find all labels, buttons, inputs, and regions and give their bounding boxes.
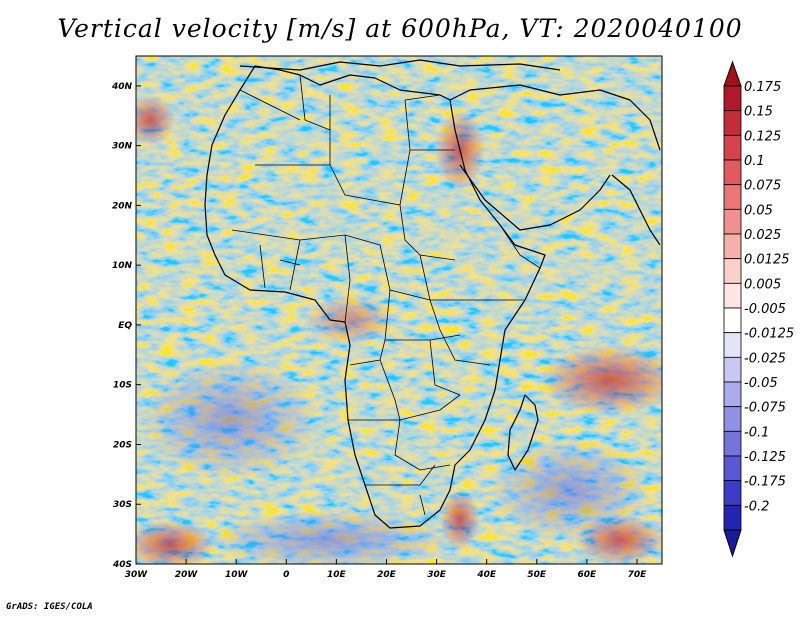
colorbar-min-arrow <box>723 529 742 558</box>
colorbar-max-arrow <box>723 60 742 87</box>
lat-tick-label: 30S <box>113 500 132 510</box>
map-title: Vertical velocity [m/s] at 600hPa, VT: 2… <box>57 14 743 43</box>
colorbar-box <box>723 406 742 432</box>
convection-zone-indian-ocean <box>540 345 662 415</box>
plot-frame <box>135 55 663 565</box>
colorbar-box <box>723 282 742 309</box>
colorbar-label: -0.05 <box>744 376 778 391</box>
lat-tick-label: 40S <box>112 560 132 570</box>
colorbar-label: 0.125 <box>744 129 781 144</box>
colorbar-label: 0.1 <box>744 154 765 169</box>
colorbar-label: -0.075 <box>744 401 786 416</box>
colorbar-label: 0.175 <box>744 80 781 95</box>
colorbar-box <box>723 504 742 531</box>
colorbar-box <box>723 184 742 210</box>
lon-tick-label: 20W <box>175 570 199 580</box>
lon-tick-label: 20E <box>377 570 397 580</box>
colorbar-label: 0.05 <box>744 203 773 218</box>
colorbar-box <box>723 332 742 358</box>
latitude-axis: 40N 30N 20N 10N EQ 10S 20S 30S 40S <box>111 82 141 570</box>
colorbar-levels: 0.175 0.15 0.125 0.1 0.075 0.05 0.025 0.0125 0.0… <box>723 80 794 531</box>
lon-tick-label: 50E <box>527 570 547 580</box>
lat-tick-label: 10N <box>112 261 133 271</box>
colorbar-label: -0.005 <box>744 302 786 317</box>
grads-credit: GrADS: IGES/COLA <box>6 602 93 612</box>
colorbar-label: -0.0125 <box>744 327 794 342</box>
lon-tick-label: 40E <box>476 570 497 580</box>
colorbar-box <box>723 356 742 383</box>
colorbar-label: 0.005 <box>744 277 781 292</box>
colorbar-box <box>723 85 742 112</box>
lat-tick-label: 20N <box>112 201 133 211</box>
colorbar-box <box>723 159 742 186</box>
colorbar-box <box>723 480 742 506</box>
colorbar-box <box>723 455 742 482</box>
lat-tick-label: 30N <box>112 142 133 152</box>
colorbar-label: -0.2 <box>744 499 769 514</box>
lon-tick-label: 10W <box>225 570 249 580</box>
colorbar-label: 0.025 <box>744 228 781 243</box>
lat-tick-label: 40N <box>111 82 133 92</box>
longitude-axis: 30W 20W 10W 0 10E 20E 30E 40E 50E 60E 70E <box>125 559 647 580</box>
lon-tick-label: 30W <box>125 570 149 580</box>
lat-tick-label: 20S <box>113 440 132 450</box>
colorbar-box <box>723 430 742 457</box>
lat-tick-label: 10S <box>113 381 132 391</box>
colorbar-label: 0.15 <box>744 105 773 120</box>
colorbar-label: -0.025 <box>744 351 786 366</box>
colorbar-box <box>723 110 742 136</box>
colorbar-label: 0.075 <box>744 179 781 194</box>
colorbar-label: -0.125 <box>744 450 786 465</box>
colorbar-box <box>723 381 742 408</box>
colorbar-label: 0.0125 <box>744 253 790 268</box>
colorbar-box <box>723 258 742 284</box>
lon-tick-label: 70E <box>628 570 648 580</box>
colorbar-box <box>723 307 742 334</box>
colorbar-box <box>723 134 742 161</box>
lon-tick-label: 30E <box>427 570 447 580</box>
colorbar-label: -0.1 <box>744 425 769 440</box>
lon-tick-label: 0 <box>283 570 289 580</box>
colorbar-box <box>723 233 742 260</box>
velocity-field <box>136 56 662 564</box>
country-borders <box>231 74 541 516</box>
lon-tick-label: 60E <box>578 570 598 580</box>
lon-tick-label: 10E <box>327 570 347 580</box>
lat-tick-label: EQ <box>118 321 132 331</box>
coastlines <box>204 59 661 529</box>
colorbar-box <box>723 208 742 235</box>
colorbar-label: -0.175 <box>744 475 786 490</box>
